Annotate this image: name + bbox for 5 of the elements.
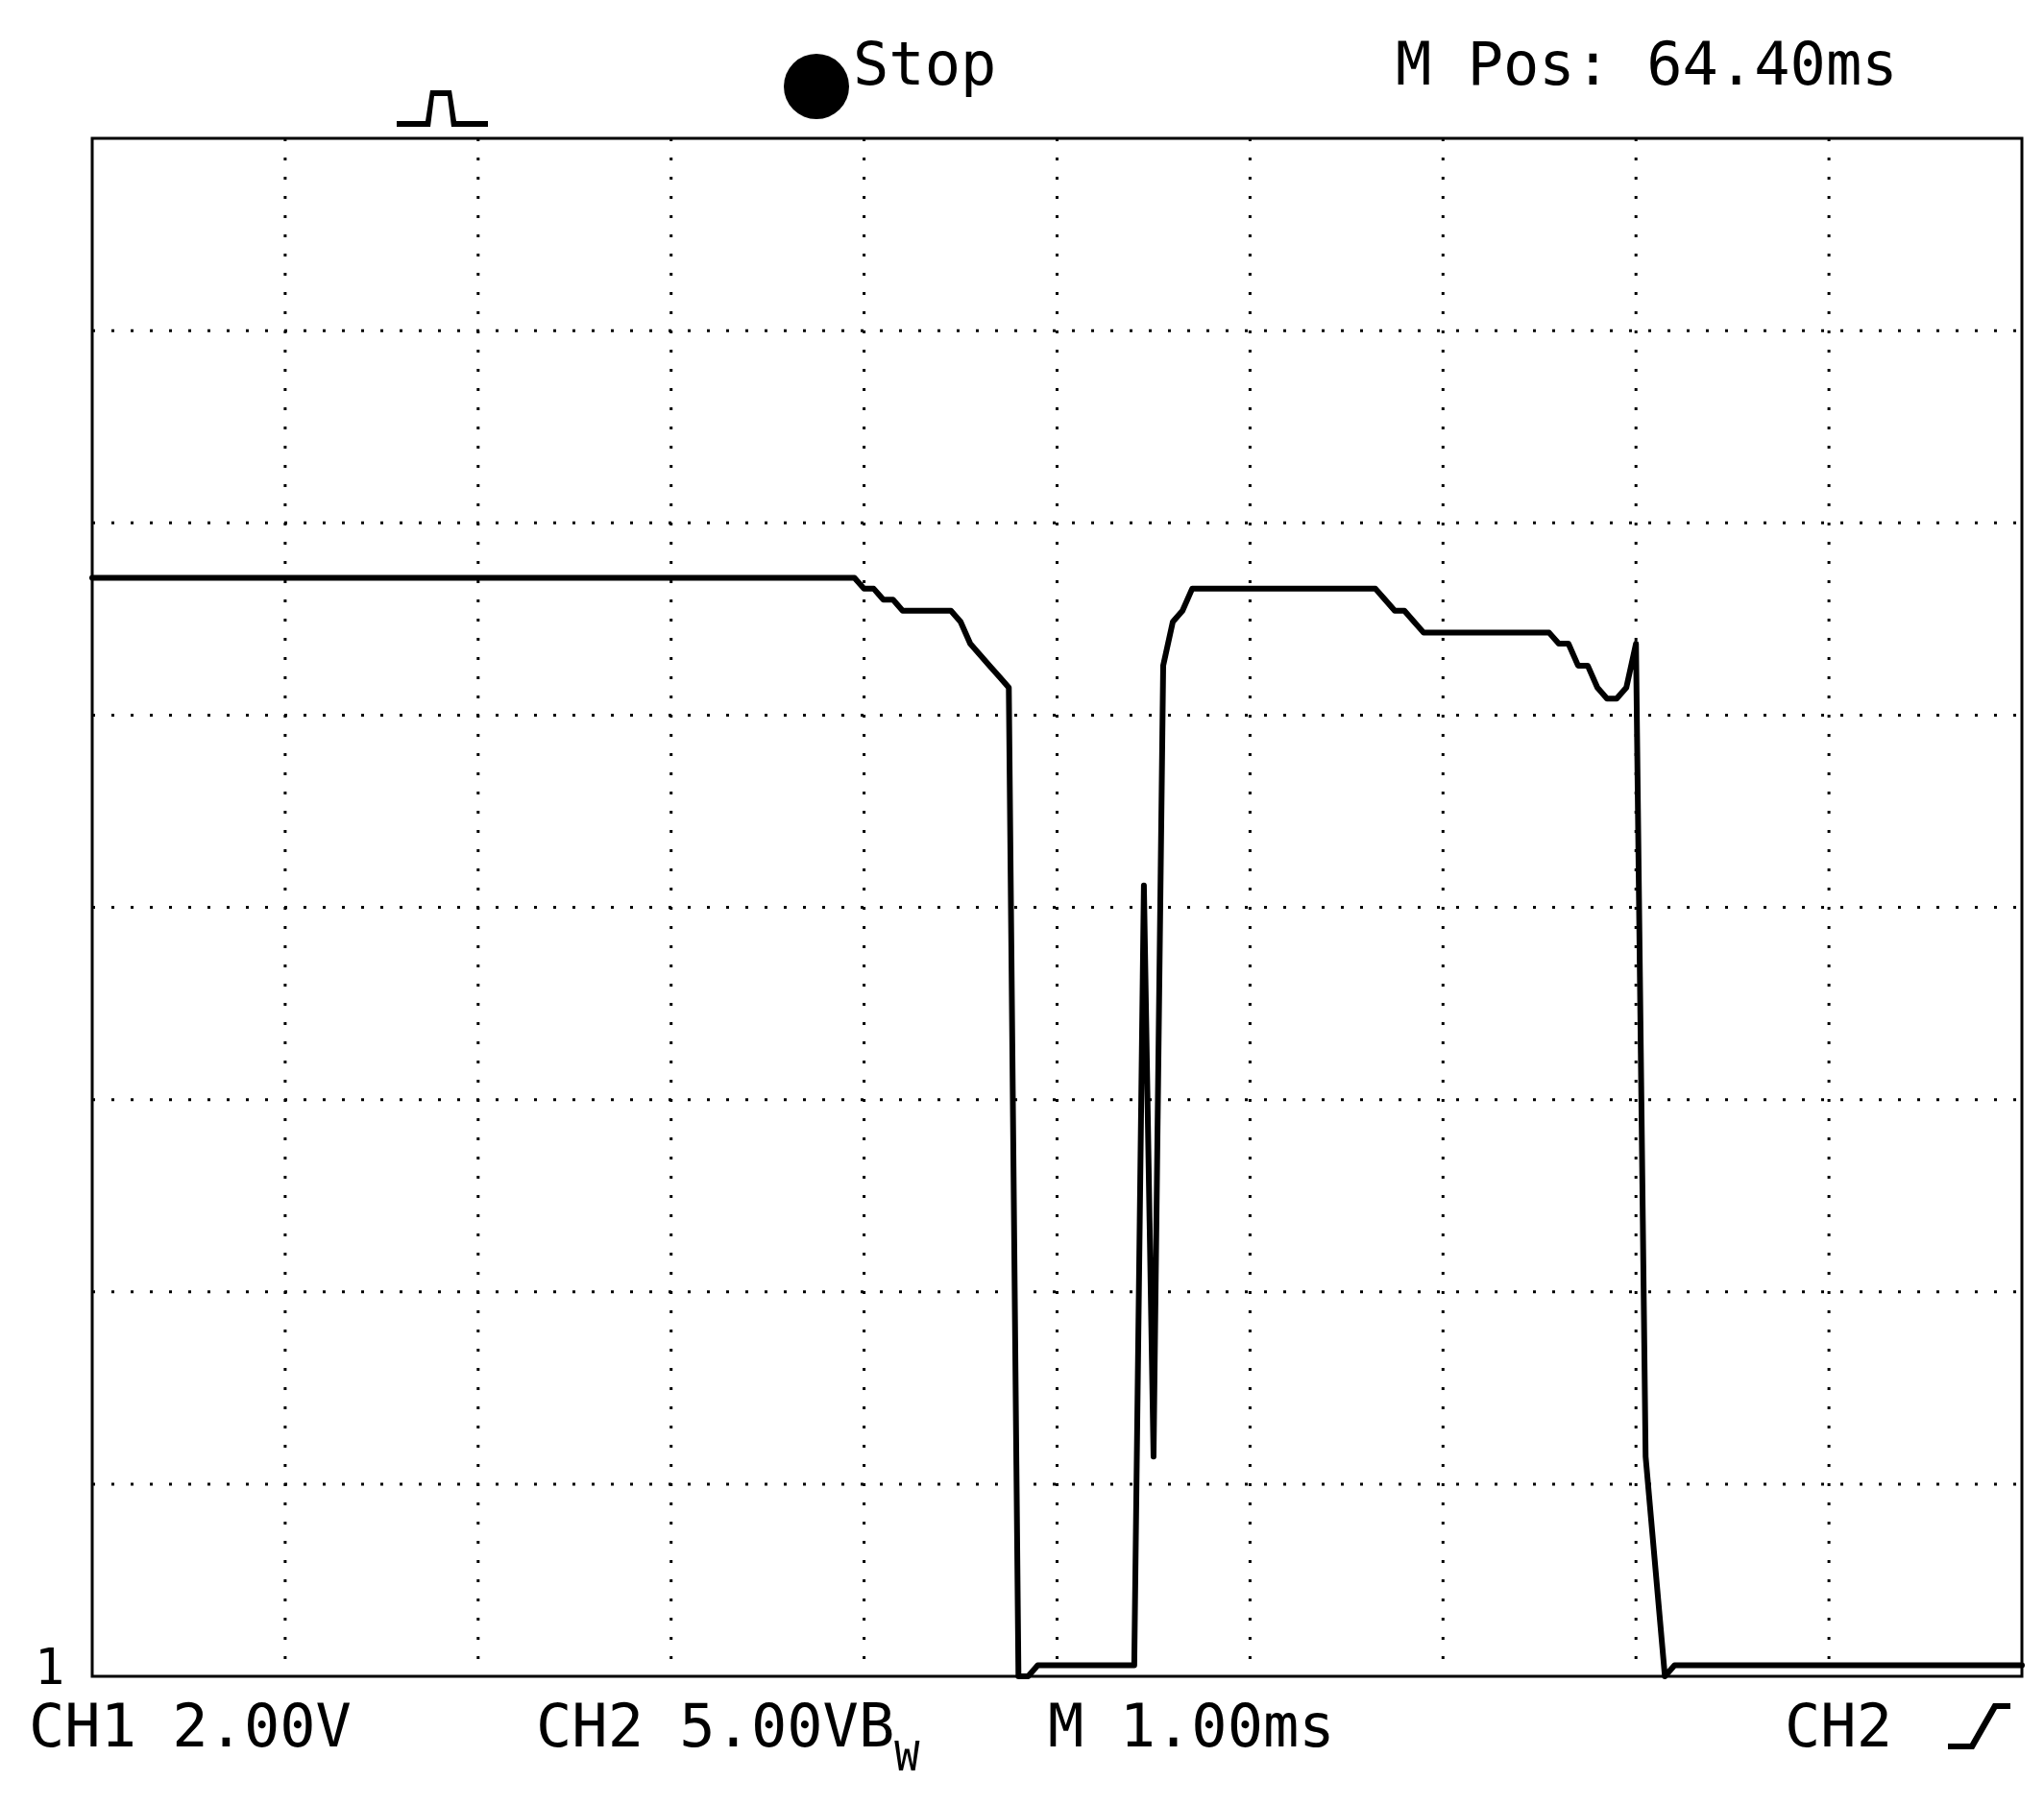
text: Stop [853, 29, 997, 99]
text: M Pos: 64.40ms [1396, 29, 1898, 99]
text: CH2 [1785, 1691, 1892, 1761]
text: M 1.00ms [1048, 1691, 1335, 1761]
text: CH2 5.00VB$_{W}$ [536, 1691, 921, 1780]
